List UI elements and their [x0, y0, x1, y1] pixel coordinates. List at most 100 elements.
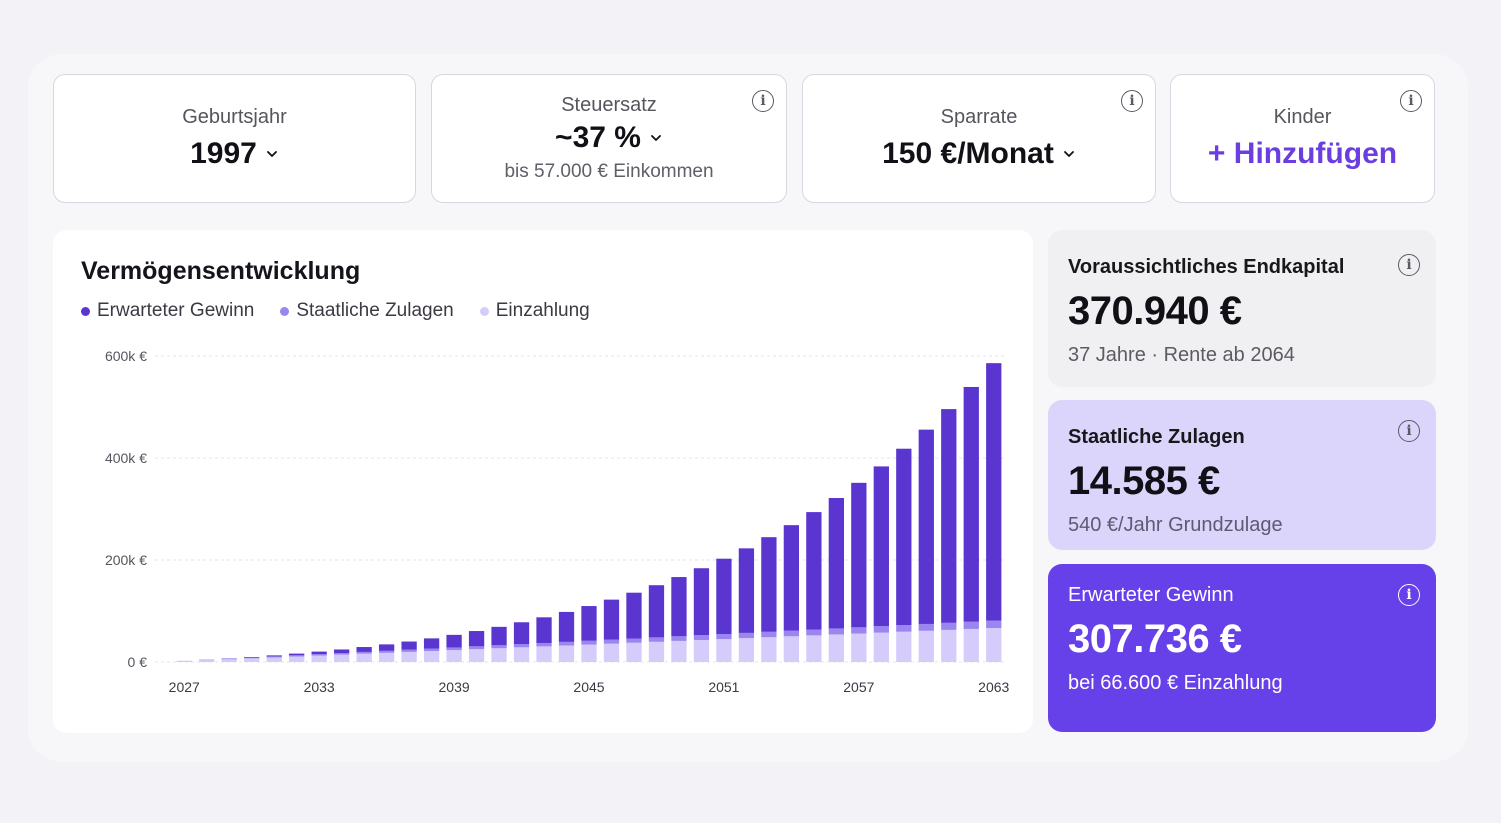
- info-icon[interactable]: i: [1121, 90, 1143, 112]
- chart-title: Vermögensentwicklung: [81, 257, 361, 285]
- bar-deposit: [311, 655, 327, 662]
- bar-deposit: [828, 634, 844, 662]
- bar-gain: [513, 622, 530, 645]
- bar-deposit: [244, 658, 260, 662]
- bar-gain: [289, 653, 305, 656]
- bar-grants: [581, 640, 597, 645]
- bar-grants: [986, 620, 1002, 629]
- final-capital-subtext: 37 Jahre · Rente ab 2064: [1068, 344, 1295, 366]
- bar-gain: [761, 537, 777, 632]
- bar-gain: [334, 649, 350, 654]
- add-children-button[interactable]: + Hinzufügen: [1207, 137, 1398, 170]
- expected-gain-value: 307.736 €: [1068, 617, 1242, 661]
- bar-deposit: [603, 643, 620, 662]
- wealth-chart: 0 € 200k € 400k € 600k € 2027 2033 2039 2045 205…: [105, 348, 1010, 695]
- info-icon[interactable]: i: [1400, 90, 1422, 112]
- legend-dot-deposit: [479, 306, 489, 316]
- bar-deposit: [716, 639, 732, 662]
- bar-deposit: [378, 652, 395, 662]
- bar-grants: [873, 626, 889, 633]
- bar-gain: [918, 429, 934, 624]
- bar-grants: [311, 654, 327, 656]
- bar-grants: [603, 639, 620, 644]
- bar-grants: [806, 629, 822, 636]
- children-card[interactable]: i Kinder + Hinzufügen: [1170, 74, 1435, 203]
- tax-rate-label: Steuersatz: [561, 94, 657, 116]
- bar-gain: [986, 363, 1002, 621]
- bar-grants: [963, 621, 979, 629]
- bar-gain: [378, 644, 395, 651]
- info-icon[interactable]: i: [1398, 584, 1420, 606]
- bar-gain: [716, 558, 732, 635]
- savings-rate-label: Sparrate: [940, 106, 1018, 128]
- bar-grants: [266, 656, 282, 658]
- bar-grants: [468, 646, 485, 650]
- legend-label-gain: Erwarteter Gewinn: [97, 300, 255, 321]
- tax-rate-select[interactable]: ~37 %: [555, 121, 663, 155]
- bar-grants: [334, 653, 350, 655]
- tax-rate-value: ~37 %: [555, 121, 641, 154]
- bar-gain: [783, 525, 800, 631]
- bar-deposit: [648, 641, 665, 662]
- bar-deposit: [199, 660, 215, 662]
- bar-deposit: [289, 656, 305, 662]
- final-capital-card: i Voraussichtliches Endkapital 370.940 €…: [1048, 230, 1436, 387]
- bar-grants: [423, 648, 440, 651]
- bar-gain: [356, 647, 372, 652]
- bar-grants: [851, 627, 867, 634]
- bar-grants: [221, 658, 237, 660]
- expected-gain-title: Erwarteter Gewinn: [1068, 584, 1234, 606]
- info-icon[interactable]: i: [752, 90, 774, 112]
- bar-gain: [401, 641, 417, 650]
- bar-deposit: [941, 629, 957, 662]
- savings-rate-card[interactable]: i Sparrate 150 €/Monat: [802, 74, 1156, 203]
- bar-grants: [693, 635, 710, 640]
- bar-gain: [266, 655, 282, 657]
- x-tick-label: 2039: [439, 679, 470, 695]
- chevron-down-icon: [266, 151, 277, 157]
- bar-gain: [446, 634, 462, 648]
- bar-deposit: [896, 631, 912, 662]
- bar-gain: [693, 568, 710, 636]
- y-tick-label: 400k €: [105, 450, 147, 466]
- y-tick-label: 600k €: [105, 348, 147, 364]
- final-capital-value: 370.940 €: [1068, 289, 1242, 333]
- bar-gain: [873, 466, 889, 627]
- bar-deposit: [626, 642, 642, 662]
- birth-year-value: 1997: [190, 137, 257, 170]
- bar-deposit: [221, 659, 237, 662]
- bar-grants: [671, 636, 687, 641]
- savings-rate-value: 150 €/Monat: [882, 137, 1054, 170]
- info-icon[interactable]: i: [1398, 420, 1420, 442]
- bar-gain: [738, 548, 755, 633]
- legend-label-deposit: Einzahlung: [495, 300, 590, 321]
- bar-gain: [491, 626, 507, 646]
- bar-grants: [401, 649, 417, 652]
- bar-gain: [423, 638, 440, 649]
- bar-grants: [896, 625, 912, 632]
- info-icon[interactable]: i: [1398, 254, 1420, 276]
- tax-rate-card[interactable]: i Steuersatz ~37 % bis 57.000 € Einkomme…: [431, 74, 787, 203]
- birth-year-card[interactable]: Geburtsjahr 1997: [53, 74, 416, 203]
- bar-gain: [558, 611, 575, 642]
- birth-year-select[interactable]: 1997: [190, 137, 279, 171]
- bar-gain: [536, 617, 552, 643]
- chevron-down-icon: [1063, 151, 1074, 157]
- legend-item-grants: Staatliche Zulagen: [280, 300, 454, 322]
- bar-deposit: [334, 654, 350, 662]
- bar-grants: [536, 642, 552, 647]
- bar-grants: [378, 650, 395, 653]
- bar-grants: [941, 622, 957, 630]
- bar-grants: [738, 632, 755, 639]
- bar-grants: [244, 657, 260, 659]
- x-tick-label: 2045: [573, 679, 604, 695]
- bar-gain: [311, 651, 327, 655]
- bar-deposit: [986, 628, 1002, 662]
- bar-grants: [918, 623, 934, 631]
- bar-deposit: [468, 649, 485, 662]
- state-grants-value: 14.585 €: [1068, 459, 1220, 503]
- bar-gain: [806, 512, 822, 630]
- savings-rate-select[interactable]: 150 €/Monat: [882, 137, 1076, 171]
- expected-gain-subtext: bei 66.600 € Einzahlung: [1068, 672, 1283, 694]
- y-tick-label: 0 €: [128, 654, 148, 670]
